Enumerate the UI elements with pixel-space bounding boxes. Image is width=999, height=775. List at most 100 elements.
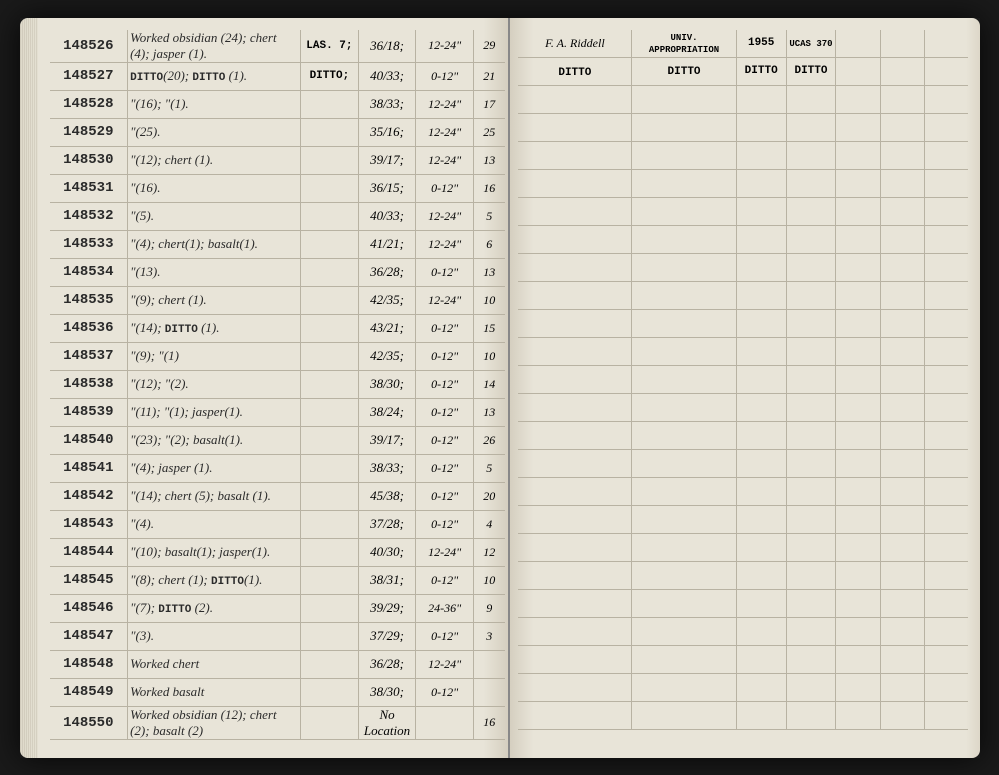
catalog-id: 148535 bbox=[50, 286, 128, 314]
table-row: 148526Worked obsidian (24); chert (4); j… bbox=[50, 30, 505, 63]
empty-cell bbox=[925, 141, 969, 169]
empty-cell bbox=[880, 253, 924, 281]
empty-cell bbox=[880, 225, 924, 253]
table-row bbox=[518, 645, 968, 673]
catalog-id: 148538 bbox=[50, 370, 128, 398]
table-row bbox=[518, 673, 968, 701]
empty-cell bbox=[880, 309, 924, 337]
empty-cell bbox=[925, 281, 969, 309]
site bbox=[301, 622, 359, 650]
description: "(4); jasper (1). bbox=[128, 454, 301, 482]
empty-cell bbox=[925, 85, 969, 113]
collector bbox=[518, 701, 631, 729]
depth bbox=[416, 706, 474, 739]
depth: 12-24" bbox=[416, 538, 474, 566]
empty-cell bbox=[880, 505, 924, 533]
table-row bbox=[518, 85, 968, 113]
count: 9 bbox=[474, 594, 505, 622]
empty-cell bbox=[836, 30, 880, 58]
appropriation bbox=[632, 561, 737, 589]
code bbox=[786, 197, 836, 225]
location: 45/38; bbox=[358, 482, 416, 510]
empty-cell bbox=[836, 393, 880, 421]
table-row bbox=[518, 253, 968, 281]
empty-cell bbox=[880, 701, 924, 729]
table-row bbox=[518, 113, 968, 141]
code bbox=[786, 701, 836, 729]
appropriation bbox=[632, 197, 737, 225]
appropriation: DITTO bbox=[632, 57, 737, 85]
catalog-id: 148548 bbox=[50, 650, 128, 678]
appropriation bbox=[632, 449, 737, 477]
table-row: 148529"(25).35/16;12-24"25 bbox=[50, 118, 505, 146]
empty-cell bbox=[925, 30, 969, 58]
table-row bbox=[518, 169, 968, 197]
appropriation bbox=[632, 113, 737, 141]
year bbox=[736, 645, 786, 673]
location: 40/30; bbox=[358, 538, 416, 566]
table-row: 148549Worked basalt38/30;0-12" bbox=[50, 678, 505, 706]
description: Worked obsidian (12); chert (2); basalt … bbox=[128, 706, 301, 739]
ledger-right-table: F. A. RiddellUNIV. APPROPRIATION1955UCAS… bbox=[518, 30, 968, 730]
count: 16 bbox=[474, 706, 505, 739]
catalog-id: 148546 bbox=[50, 594, 128, 622]
appropriation bbox=[632, 309, 737, 337]
empty-cell bbox=[925, 113, 969, 141]
site bbox=[301, 650, 359, 678]
year bbox=[736, 477, 786, 505]
table-row: 148532"(5).40/33;12-24"5 bbox=[50, 202, 505, 230]
code: UCAS 370 bbox=[786, 30, 836, 58]
code bbox=[786, 449, 836, 477]
table-row: DITTODITTODITTODITTO bbox=[518, 57, 968, 85]
empty-cell bbox=[925, 393, 969, 421]
empty-cell bbox=[880, 477, 924, 505]
collector bbox=[518, 281, 631, 309]
catalog-id: 148529 bbox=[50, 118, 128, 146]
depth: 0-12" bbox=[416, 566, 474, 594]
table-row bbox=[518, 533, 968, 561]
collector bbox=[518, 253, 631, 281]
table-row: 148543"(4).37/28;0-12"4 bbox=[50, 510, 505, 538]
code bbox=[786, 561, 836, 589]
empty-cell bbox=[836, 141, 880, 169]
year bbox=[736, 309, 786, 337]
location: 39/29; bbox=[358, 594, 416, 622]
location: 37/28; bbox=[358, 510, 416, 538]
appropriation bbox=[632, 365, 737, 393]
location: No Location bbox=[358, 706, 416, 739]
table-row bbox=[518, 141, 968, 169]
table-row: 148530"(12); chert (1).39/17;12-24"13 bbox=[50, 146, 505, 174]
description: "(14); chert (5); basalt (1). bbox=[128, 482, 301, 510]
empty-cell bbox=[836, 589, 880, 617]
description: "(10); basalt(1); jasper(1). bbox=[128, 538, 301, 566]
depth: 0-12" bbox=[416, 174, 474, 202]
location: 35/16; bbox=[358, 118, 416, 146]
depth: 0-12" bbox=[416, 678, 474, 706]
year bbox=[736, 225, 786, 253]
collector bbox=[518, 337, 631, 365]
table-row: 148536"(14); DITTO (1).43/21;0-12"15 bbox=[50, 314, 505, 342]
empty-cell bbox=[925, 561, 969, 589]
appropriation bbox=[632, 281, 737, 309]
page-edge bbox=[20, 18, 38, 758]
appropriation bbox=[632, 589, 737, 617]
catalog-id: 148547 bbox=[50, 622, 128, 650]
catalog-id: 148543 bbox=[50, 510, 128, 538]
table-row bbox=[518, 281, 968, 309]
collector: DITTO bbox=[518, 57, 631, 85]
depth: 12-24" bbox=[416, 118, 474, 146]
empty-cell bbox=[880, 281, 924, 309]
collector bbox=[518, 85, 631, 113]
count bbox=[474, 650, 505, 678]
location: 38/33; bbox=[358, 454, 416, 482]
collector bbox=[518, 617, 631, 645]
table-row bbox=[518, 561, 968, 589]
depth: 0-12" bbox=[416, 482, 474, 510]
empty-cell bbox=[925, 645, 969, 673]
code bbox=[786, 393, 836, 421]
year bbox=[736, 169, 786, 197]
empty-cell bbox=[836, 85, 880, 113]
code bbox=[786, 673, 836, 701]
table-row: 148548Worked chert36/28;12-24" bbox=[50, 650, 505, 678]
year bbox=[736, 113, 786, 141]
